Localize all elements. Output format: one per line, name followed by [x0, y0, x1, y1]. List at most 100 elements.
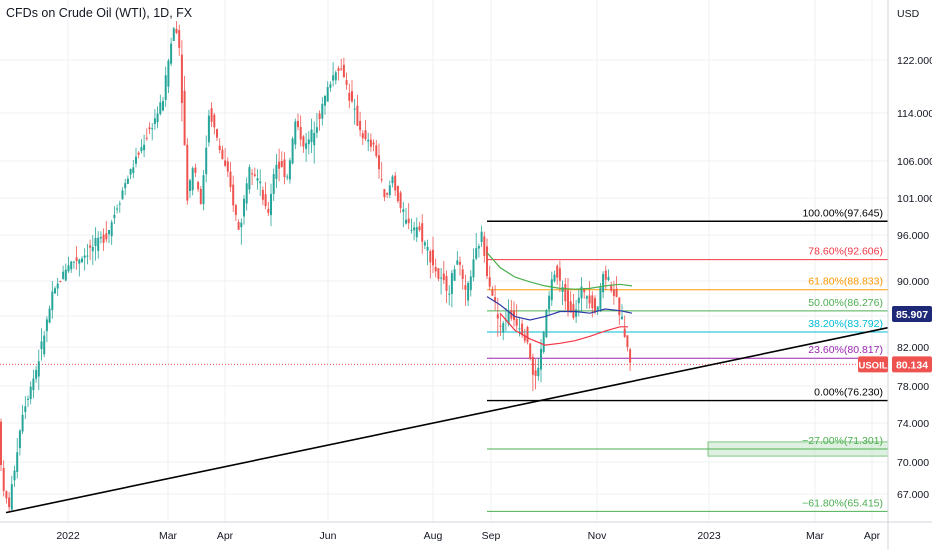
candle-body — [102, 234, 105, 243]
fib-label: −61.80%(65.415) — [802, 497, 883, 509]
fib-label: 100.00%(97.645) — [802, 207, 883, 219]
x-tick-label: Nov — [588, 530, 607, 542]
candle-body — [35, 370, 38, 379]
y-tick-label: 101.000 — [897, 193, 932, 205]
candle-body — [315, 127, 318, 133]
candle-body — [332, 75, 335, 81]
candle-body — [337, 68, 340, 71]
candle-body — [302, 136, 305, 147]
candle-body — [432, 249, 434, 266]
candle-body — [437, 268, 440, 279]
candle-body — [162, 101, 164, 111]
candle-body — [307, 139, 310, 145]
candle-body — [137, 152, 140, 155]
candle-body — [159, 102, 162, 114]
candles — [0, 21, 632, 512]
x-tick-label: Apr — [217, 530, 234, 542]
candle-body — [32, 378, 35, 391]
candle-body — [81, 258, 83, 263]
candle-body — [167, 60, 170, 87]
candle-body — [548, 295, 551, 310]
candle-body — [313, 132, 316, 146]
candle-body — [43, 335, 46, 355]
candle-body — [410, 229, 413, 231]
candle-body — [18, 430, 21, 449]
price-label-box — [892, 356, 932, 373]
candle-body — [13, 470, 16, 481]
y-tick-label: 82.000 — [897, 342, 929, 354]
candle-body — [475, 248, 478, 259]
candle-body — [615, 288, 618, 297]
candle-body — [124, 183, 127, 189]
moving-average-line — [486, 296, 633, 321]
candle-body — [351, 91, 353, 102]
candle-body — [588, 295, 591, 304]
candle-body — [132, 167, 135, 174]
candle-body — [172, 28, 175, 41]
candle-body — [121, 190, 124, 200]
candle-body — [596, 306, 599, 312]
candle-body — [461, 269, 464, 279]
fib-retracement[interactable]: 100.00%(97.645) 78.60%(92.606) 61.80%(88.8… — [0, 207, 888, 512]
candle-body — [226, 161, 229, 172]
candle-body — [99, 237, 102, 239]
y-tick-label: 90.000 — [897, 276, 929, 288]
fib-label: 38.20%(83.792) — [808, 318, 883, 330]
candle-body — [310, 129, 313, 143]
candle-body — [48, 308, 51, 323]
candle-body — [27, 398, 29, 400]
candle-body — [388, 185, 391, 196]
candle-body — [372, 142, 375, 145]
candle-body — [380, 179, 383, 181]
candle-body — [175, 28, 178, 33]
candle-body — [369, 139, 372, 147]
candle-body — [610, 284, 613, 291]
candle-body — [197, 182, 200, 190]
candle-body — [580, 286, 583, 299]
candle-body — [383, 189, 386, 198]
candle-body — [218, 145, 221, 151]
candle-body — [305, 143, 308, 149]
candle-body — [78, 259, 81, 264]
candle-body — [259, 181, 262, 184]
candle-body — [507, 311, 510, 325]
candle-body — [288, 160, 291, 180]
candle-body — [148, 127, 151, 130]
candle-body — [280, 161, 283, 167]
candle-body — [402, 209, 405, 212]
x-tick-label: Mar — [806, 530, 825, 542]
candle-body — [164, 75, 167, 101]
candle-body — [386, 193, 389, 195]
candle-body — [480, 231, 483, 243]
y-tick-label: 74.000 — [897, 418, 929, 430]
candle-body — [75, 257, 78, 262]
candle-body — [143, 144, 146, 151]
candle-body — [229, 171, 232, 188]
candle-body — [429, 251, 432, 263]
candle-body — [56, 283, 59, 289]
candle-body — [445, 276, 448, 291]
trendline[interactable] — [5, 326, 889, 514]
candle-body — [375, 145, 378, 157]
candle-body — [456, 260, 459, 265]
candle-body — [329, 84, 332, 88]
candle-body — [256, 178, 259, 181]
candle-body — [577, 297, 580, 304]
candle-body — [275, 164, 278, 179]
candle-body — [140, 147, 143, 152]
candle-body — [367, 139, 370, 142]
x-tick-label: 2022 — [56, 530, 80, 542]
candle-body — [286, 176, 289, 178]
candle-body — [59, 281, 62, 283]
candle-body — [585, 296, 588, 299]
candle-body — [51, 291, 54, 310]
candle-body — [245, 183, 248, 204]
moving-average-line — [486, 252, 633, 290]
support-trendline[interactable] — [5, 326, 889, 514]
candle-body — [612, 289, 615, 296]
fib-label: 61.80%(88.833) — [808, 276, 883, 288]
candle-body — [396, 185, 399, 202]
candle-body — [194, 167, 197, 173]
candle-body — [94, 238, 97, 246]
